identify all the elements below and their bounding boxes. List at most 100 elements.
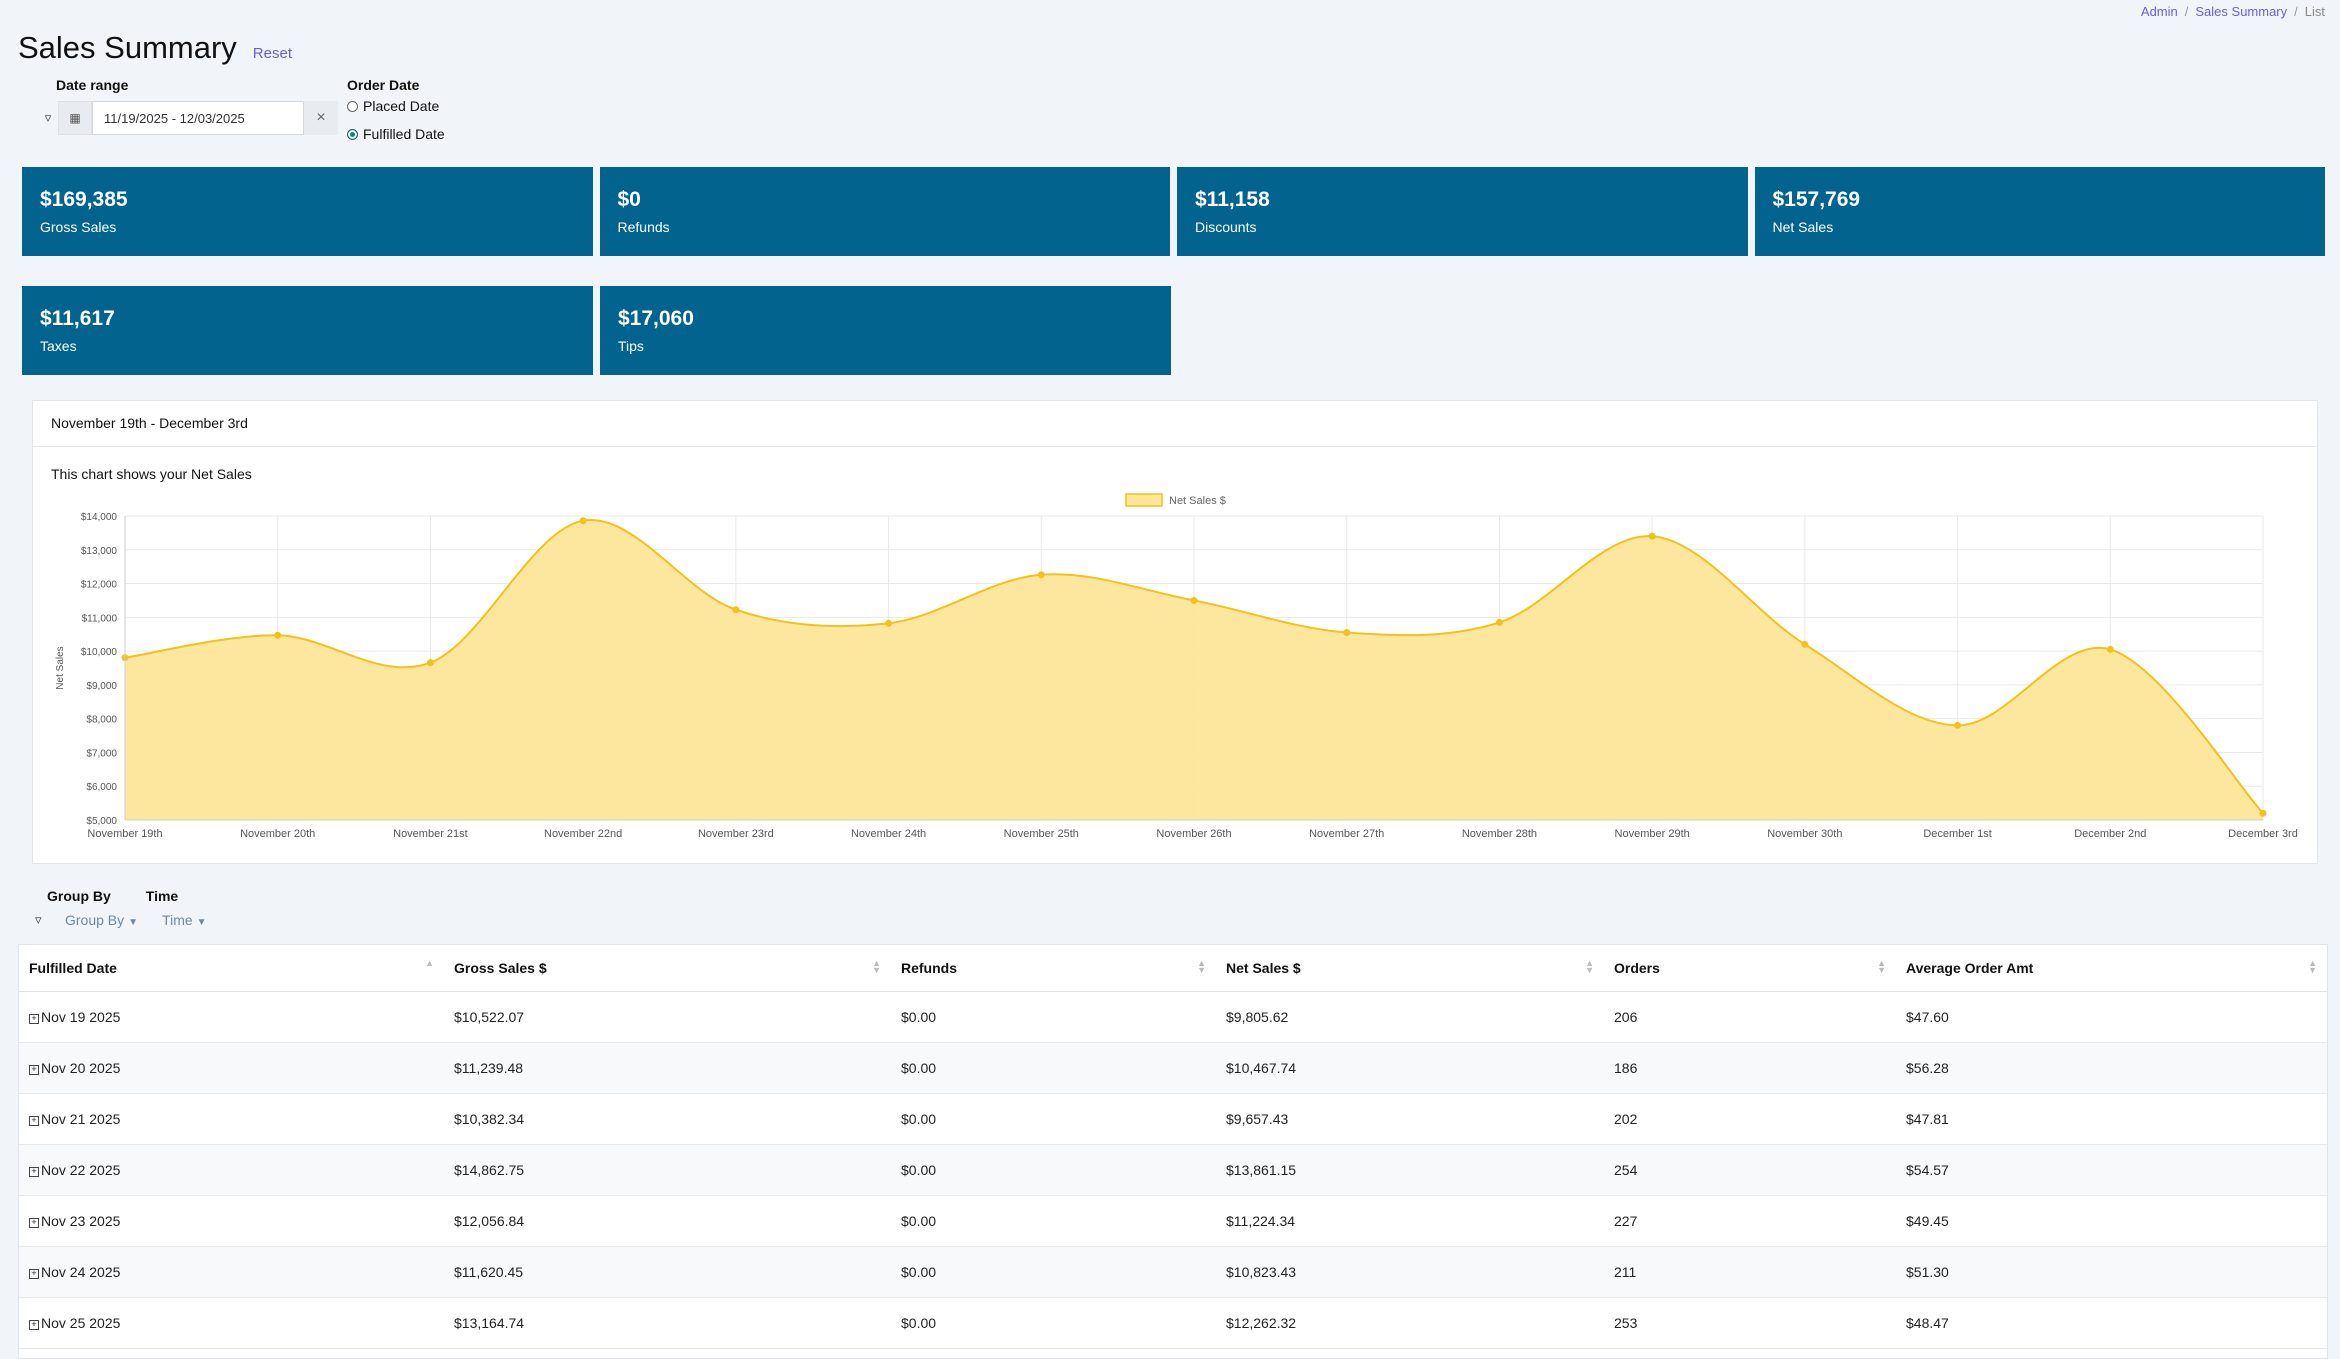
cell-value: Nov 21 2025 xyxy=(41,1111,121,1127)
table-cell: $0.00 xyxy=(891,1195,1216,1247)
cell-value: $10,823.43 xyxy=(1226,1264,1297,1280)
date-range-input[interactable] xyxy=(92,101,304,135)
column-header[interactable]: Refunds ▲ ▼ xyxy=(891,945,1216,992)
expand-icon[interactable]: + xyxy=(29,1269,39,1279)
y-tick-label: $12,000 xyxy=(81,580,118,591)
data-point xyxy=(1495,618,1503,626)
x-tick-label: November 22nd xyxy=(544,828,622,840)
group-by-select[interactable]: Group By ▼ xyxy=(65,912,138,928)
table-cell: $11,224.34 xyxy=(1216,1195,1604,1247)
table-cell: $14,862.75 xyxy=(444,1144,891,1196)
sort-icon[interactable]: ▲ ▼ xyxy=(2308,958,2317,975)
radio-fulfilled-date[interactable]: Fulfilled Date xyxy=(347,126,445,142)
x-tick-label: November 25th xyxy=(1004,828,1079,840)
table-row[interactable]: + Nov 21 2025 $10,382.34 $0.00 $9,657.43 202 $… xyxy=(19,1093,2327,1145)
card-value: $11,158 xyxy=(1195,188,1270,211)
table-row[interactable]: + Nov 20 2025 $11,239.48 $0.00 $10,467.74 186… xyxy=(19,1042,2327,1094)
expand-icon[interactable]: + xyxy=(29,1167,39,1177)
expand-icon[interactable]: + xyxy=(29,1320,39,1330)
title-row: Sales Summary Reset xyxy=(18,30,292,66)
expand-icon[interactable]: + xyxy=(29,1065,39,1075)
cell-value: $0.00 xyxy=(901,1060,937,1076)
breadcrumb-sales-summary[interactable]: Sales Summary xyxy=(2195,4,2288,19)
table-row[interactable]: + Nov 25 2025 $13,164.74 $0.00 $12,262.32 253… xyxy=(19,1297,2327,1349)
expand-icon[interactable]: + xyxy=(29,1218,39,1228)
x-tick-label: November 24th xyxy=(851,828,926,840)
cell-value: $10,467.74 xyxy=(1226,1060,1297,1076)
expand-icon[interactable]: + xyxy=(29,1116,39,1126)
filter-icon: ▿ xyxy=(35,912,42,927)
calendar-icon[interactable]: ▦ xyxy=(58,101,92,135)
sort-icon[interactable]: ▲ xyxy=(425,958,434,968)
card-taxes: $11,617 Taxes xyxy=(22,286,593,375)
column-header[interactable]: Orders ▲ ▼ xyxy=(1604,945,1896,992)
radio-label: Placed Date xyxy=(363,98,440,114)
y-tick-label: $9,000 xyxy=(86,681,117,692)
table-cell: + Nov 24 2025 xyxy=(19,1246,444,1298)
net-sales-area xyxy=(125,520,2263,820)
table-cell: $49.45 xyxy=(1896,1195,2327,1247)
table-row[interactable]: + Nov 22 2025 $14,862.75 $0.00 $13,861.15 254… xyxy=(19,1144,2327,1196)
y-tick-label: $11,000 xyxy=(82,613,118,624)
card-value: $157,769 xyxy=(1772,188,1861,211)
cell-value: $12,262.32 xyxy=(1226,1315,1297,1331)
table-cell: $0.00 xyxy=(891,1093,1216,1145)
cell-value: $14,862.75 xyxy=(454,1162,525,1178)
filter-icon: ▿ xyxy=(44,110,52,125)
x-tick-label: November 19th xyxy=(87,828,162,840)
table-cell: $10,823.43 xyxy=(1216,1246,1604,1298)
cell-value: Nov 20 2025 xyxy=(41,1060,121,1076)
sort-icon[interactable]: ▲ ▼ xyxy=(1585,958,1594,975)
table-cell: + Nov 19 2025 xyxy=(19,991,444,1043)
cell-value: 206 xyxy=(1614,1009,1638,1025)
column-header[interactable]: Net Sales $ ▲ ▼ xyxy=(1216,945,1604,992)
y-tick-label: $13,000 xyxy=(81,546,118,557)
card-net-sales: $157,769 Net Sales xyxy=(1754,167,2325,256)
table-cell: $0.00 xyxy=(891,1246,1216,1298)
table-cell: 227 xyxy=(1604,1195,1896,1247)
chevron-down-icon: ▼ xyxy=(128,917,139,928)
date-range-label: Date range xyxy=(56,77,129,93)
table-cell: $0.00 xyxy=(891,1297,1216,1349)
table-row[interactable]: + Nov 23 2025 $12,056.84 $0.00 $11,224.34 227… xyxy=(19,1195,2327,1247)
cell-value: 202 xyxy=(1614,1111,1638,1127)
cell-value: $56.28 xyxy=(1906,1060,1949,1076)
cell-value: $10,382.34 xyxy=(454,1111,525,1127)
data-point xyxy=(1190,596,1198,604)
table-row[interactable]: + Nov 19 2025 $10,522.07 $0.00 $9,805.62 206 $… xyxy=(19,991,2327,1043)
card-label: Taxes xyxy=(40,338,77,354)
expand-icon[interactable]: + xyxy=(29,1014,39,1024)
column-header[interactable]: Fulfilled Date ▲ xyxy=(19,945,444,992)
cell-value: $51.30 xyxy=(1906,1264,1949,1280)
cell-value: $54.57 xyxy=(1906,1162,1949,1178)
card-tips: $17,060 Tips xyxy=(600,286,1171,375)
cell-value: $12,056.84 xyxy=(454,1213,525,1229)
table-cell: + Nov 22 2025 xyxy=(19,1144,444,1196)
table-header-row: Fulfilled Date ▲ Gross Sales $ ▲ ▼ Refunds ▲ ▼ N… xyxy=(19,945,2327,992)
cell-value: 227 xyxy=(1614,1213,1638,1229)
column-header[interactable]: Gross Sales $ ▲ ▼ xyxy=(444,945,891,992)
breadcrumb-admin[interactable]: Admin xyxy=(2140,4,2178,19)
card-label: Tips xyxy=(618,338,644,354)
table-cell: $56.28 xyxy=(1896,1042,2327,1094)
clear-date-icon[interactable]: × xyxy=(304,101,338,135)
cell-value: $9,657.43 xyxy=(1226,1111,1289,1127)
card-refunds: $0 Refunds xyxy=(599,167,1170,256)
radio-placed-date[interactable]: Placed Date xyxy=(347,98,445,114)
sort-icon[interactable]: ▲ ▼ xyxy=(1877,958,1886,975)
column-header[interactable]: Average Order Amt ▲ ▼ xyxy=(1896,945,2327,992)
table-cell: $13,861.15 xyxy=(1216,1144,1604,1196)
sort-icon[interactable]: ▲ ▼ xyxy=(1197,958,1206,975)
table-cell: 206 xyxy=(1604,991,1896,1043)
radio-button-checked[interactable] xyxy=(347,128,358,140)
table-cell: $9,657.43 xyxy=(1216,1093,1604,1145)
net-sales-chart: $14,000 $13,000 $12,000 $11,000 $10,000 $9,00… xyxy=(55,493,2298,840)
time-select[interactable]: Time ▼ xyxy=(162,912,207,928)
card-value: $17,060 xyxy=(618,307,694,330)
radio-button[interactable] xyxy=(347,100,358,112)
cell-value: $10,522.07 xyxy=(454,1009,525,1025)
sort-icon[interactable]: ▲ ▼ xyxy=(872,958,881,975)
reset-link[interactable]: Reset xyxy=(252,45,292,62)
x-tick-label: November 28th xyxy=(1462,828,1537,840)
table-row[interactable]: + Nov 24 2025 $11,620.45 $0.00 $10,823.43 211… xyxy=(19,1246,2327,1298)
